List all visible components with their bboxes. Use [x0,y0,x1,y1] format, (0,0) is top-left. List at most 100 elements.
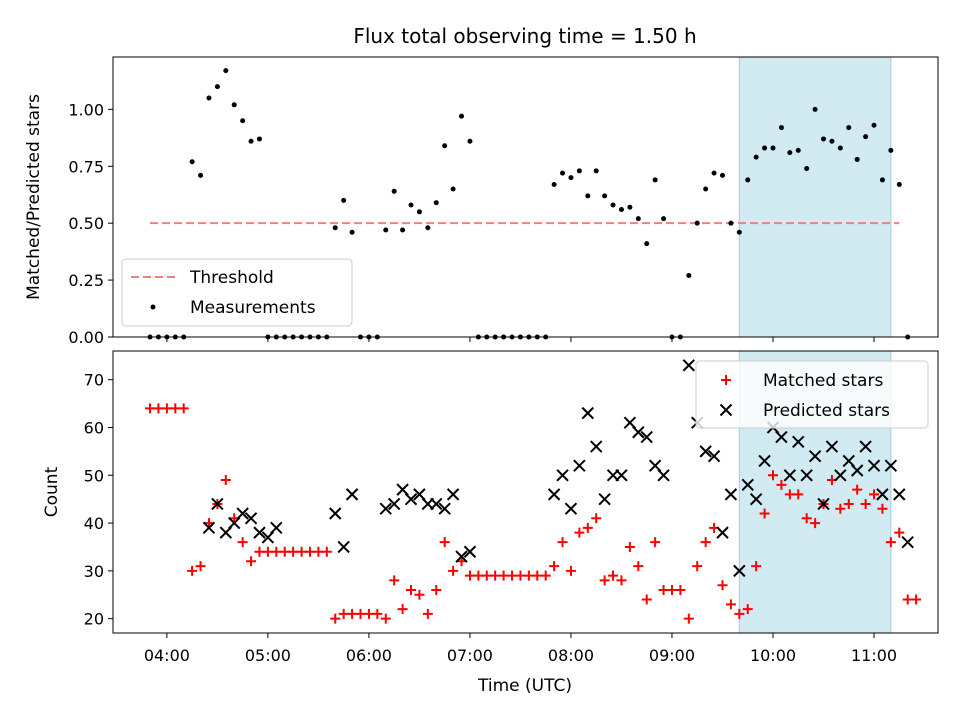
data-point [854,156,860,162]
data-point [825,440,839,453]
data-point [783,469,797,482]
data-point [459,113,465,119]
data-point [801,513,812,524]
y-tick-label: 0.25 [68,271,104,290]
data-point [254,546,265,557]
data-point [793,489,804,500]
data-point [618,207,624,213]
data-point [700,537,711,548]
data-point [751,561,762,572]
data-point [885,537,896,548]
x-tick-label: 06:00 [346,646,392,665]
data-point [321,546,332,557]
data-point [860,498,871,509]
legend-measurements-swatch [150,304,156,310]
data-point [560,170,566,176]
y-tick-label: 60 [84,418,104,437]
y-tick-label: 1.00 [68,100,104,119]
data-point [591,513,602,524]
legend-predicted-swatch [719,403,733,417]
data-point [211,497,224,511]
data-point [850,464,864,477]
chart-title: Flux total observing time = 1.50 h [353,24,696,48]
data-point [565,565,576,576]
data-point [703,186,709,192]
data-point [498,570,509,581]
data-point [846,125,852,131]
data-point [189,159,195,165]
data-point [206,95,212,101]
data-point [810,518,821,529]
data-point [439,537,450,548]
data-point [598,492,611,506]
data-point [337,540,350,554]
data-point [683,613,694,624]
data-point [349,229,355,235]
top-legend: Threshold Measurements [121,258,353,327]
data-point [231,102,237,108]
data-point [383,227,389,233]
data-point [758,454,771,468]
data-point [745,177,751,183]
legend-matched-swatch [721,375,731,385]
data-point [859,440,872,453]
data-point [414,589,425,600]
data-point [556,469,569,482]
legend-matched-label: Matched stars [763,371,883,391]
data-point [661,216,667,222]
data-point [288,546,299,557]
data-point [753,154,759,160]
x-axis-title: Time (UTC) [477,676,572,696]
data-point [852,484,863,495]
data-point [877,503,888,514]
data-point [835,503,846,514]
data-point [338,608,349,619]
x-tick-label: 05:00 [245,646,291,665]
data-point [422,608,433,619]
data-point [834,469,847,482]
data-point [246,556,257,567]
data-point [406,584,417,595]
data-point [574,527,585,538]
data-point [341,197,347,203]
data-point [867,459,881,472]
data-point [749,492,763,506]
data-point [345,488,359,501]
legend-threshold-label: Threshold [189,268,274,288]
data-point [473,570,484,581]
data-point [408,202,414,208]
data-point [564,502,578,515]
data-point [296,546,307,557]
data-point [400,227,406,233]
x-tick-label: 11:00 [851,646,897,665]
data-point [271,546,282,557]
data-point [699,445,712,458]
data-point [599,575,610,586]
data-point [728,220,734,226]
data-point [430,497,443,511]
data-point [894,527,905,538]
data-point [507,570,518,581]
data-point [244,512,258,525]
data-point [198,172,204,178]
data-point [549,561,560,572]
data-point [450,186,456,192]
data-point [762,145,768,151]
data-point [220,475,231,486]
data-point [736,229,742,235]
data-point [778,125,784,131]
data-point [608,570,619,581]
data-point [635,216,641,222]
data-point [768,470,778,481]
data-point [741,478,754,492]
data-point [456,556,467,567]
top-panel-highlight-span [738,56,892,338]
y-tick-label: 70 [84,371,104,390]
data-point [616,575,627,586]
data-point [694,220,700,226]
data-point [896,181,902,187]
data-point [719,172,725,178]
data-point [446,488,460,501]
data-point [787,150,793,156]
